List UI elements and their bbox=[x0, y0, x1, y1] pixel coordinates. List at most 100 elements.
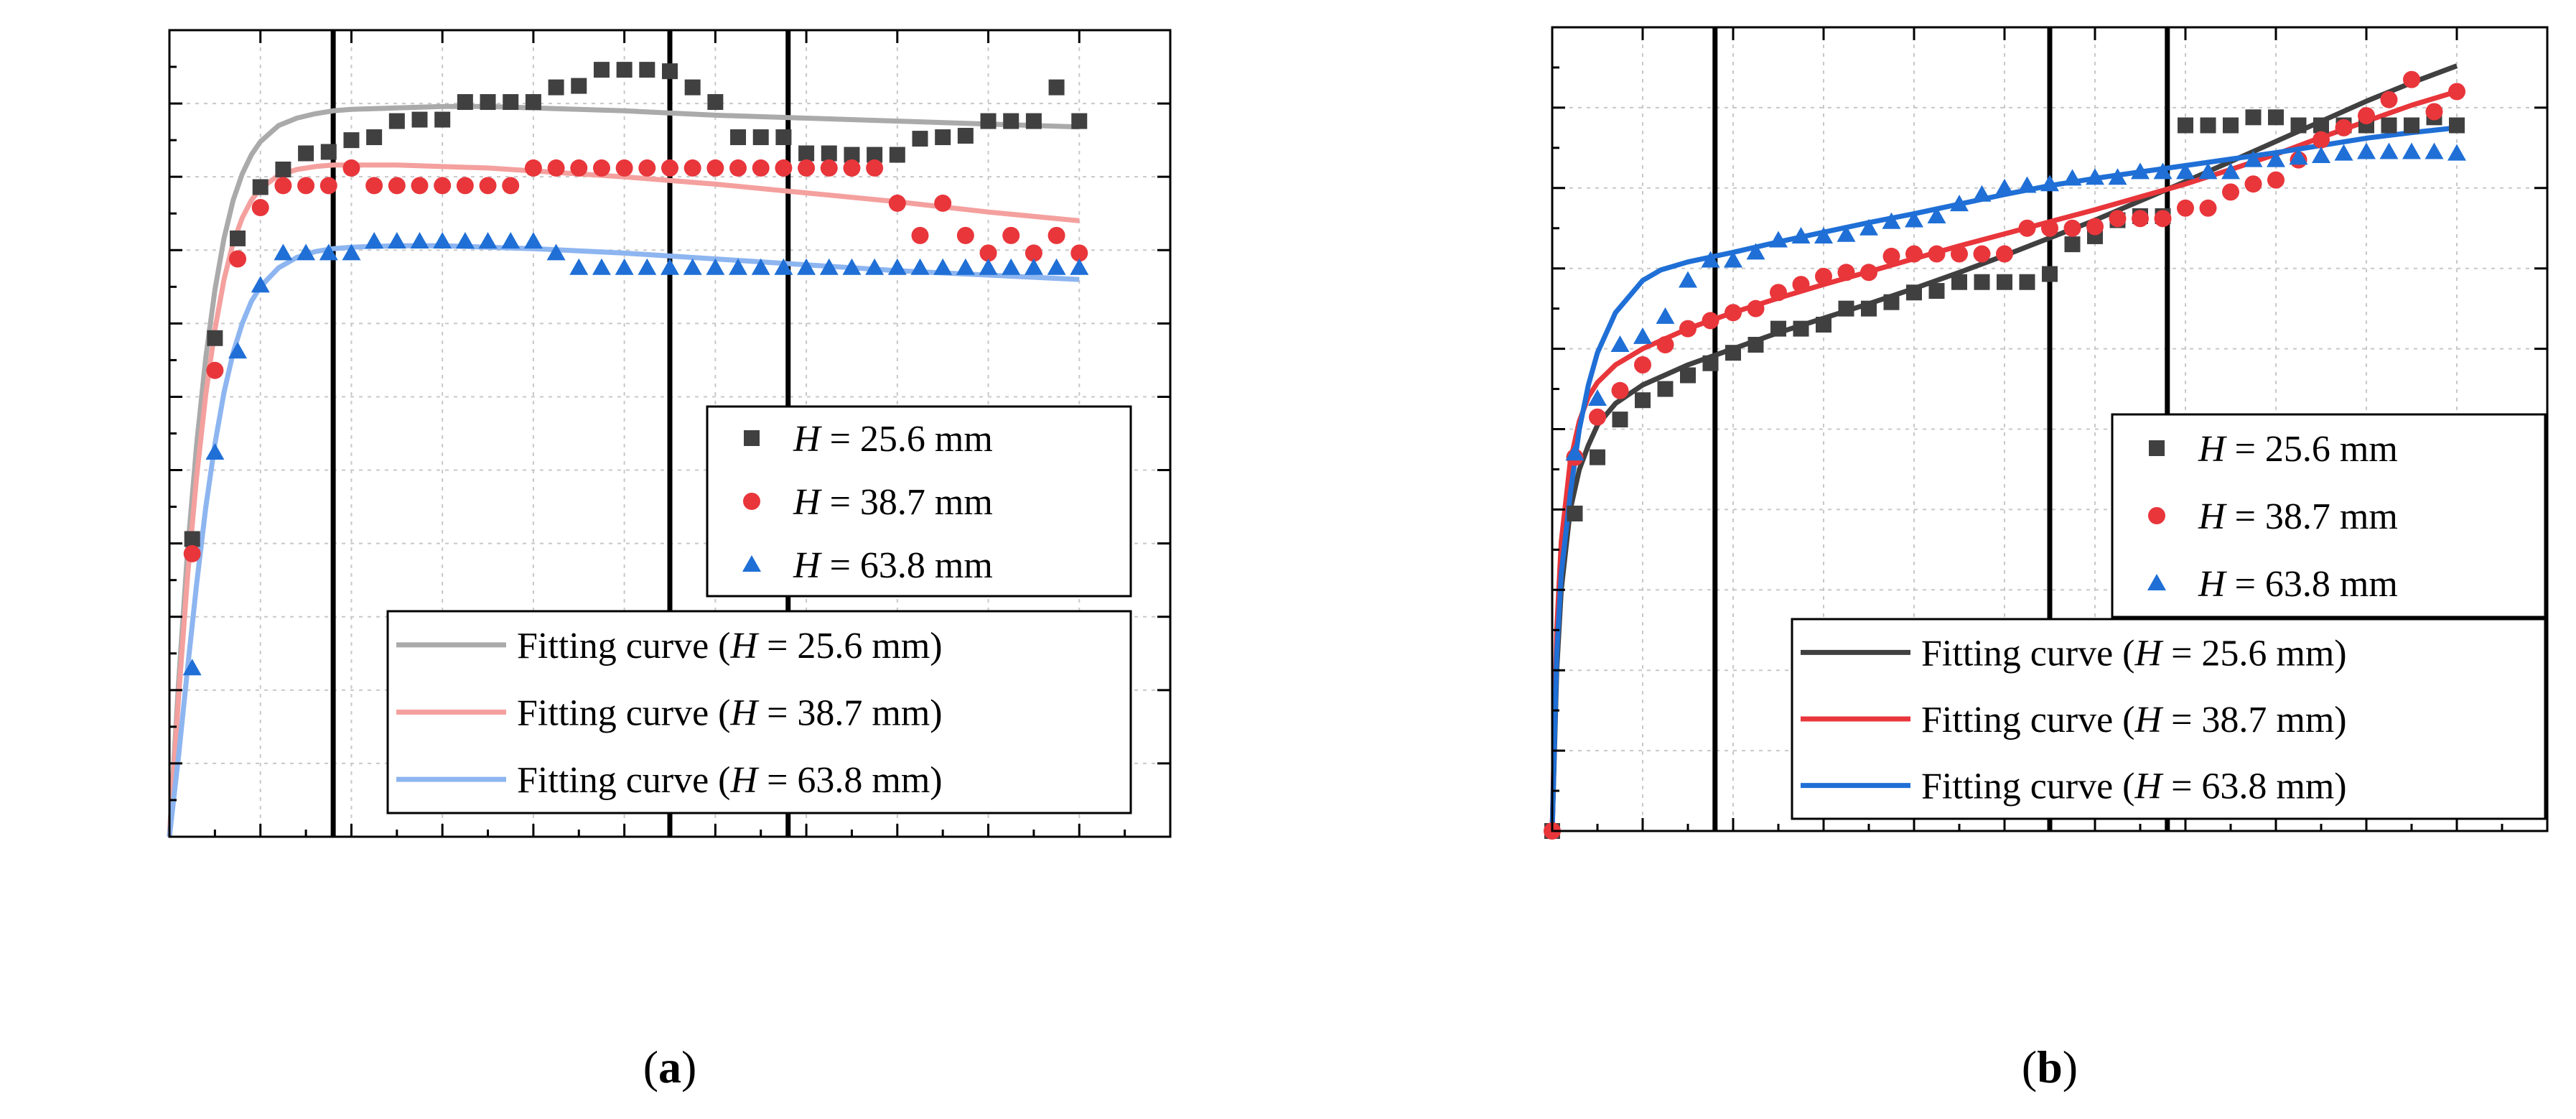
data-point bbox=[956, 226, 974, 244]
data-point bbox=[935, 129, 951, 146]
data-point bbox=[1951, 274, 1967, 290]
data-point bbox=[1995, 178, 2014, 195]
data-point bbox=[207, 330, 223, 346]
data-point bbox=[342, 243, 361, 261]
data-point bbox=[365, 232, 384, 249]
data-point bbox=[366, 129, 383, 146]
data-point bbox=[184, 531, 200, 547]
data-point bbox=[206, 361, 224, 379]
legend-label: Fitting curve (H = 25.6 mm) bbox=[1921, 633, 2347, 674]
data-point bbox=[1882, 212, 1901, 229]
data-point bbox=[1906, 284, 1922, 301]
data-point bbox=[1002, 258, 1021, 275]
data-point bbox=[1814, 226, 1833, 243]
data-point bbox=[228, 342, 248, 359]
data-point bbox=[2063, 219, 2081, 237]
data-point bbox=[2335, 119, 2353, 136]
data-point bbox=[1024, 258, 1043, 275]
data-point bbox=[957, 128, 974, 144]
data-point bbox=[979, 258, 998, 275]
data-point bbox=[2379, 142, 2399, 159]
data-point bbox=[410, 232, 429, 249]
data-point bbox=[2221, 162, 2240, 180]
data-point bbox=[593, 62, 610, 78]
legend-label: Fitting curve (H = 63.8 mm) bbox=[1921, 766, 2347, 807]
data-point bbox=[1610, 335, 1630, 353]
data-point bbox=[1746, 243, 1765, 260]
data-point bbox=[707, 94, 724, 111]
data-point bbox=[2063, 169, 2082, 186]
legend-marker-3 bbox=[742, 555, 761, 572]
data-point bbox=[1816, 317, 1831, 333]
data-point bbox=[411, 111, 428, 128]
data-point bbox=[1950, 195, 1969, 212]
data-point bbox=[684, 79, 701, 96]
data-point bbox=[1770, 320, 1786, 337]
data-point bbox=[2381, 117, 2397, 134]
data-point bbox=[525, 94, 541, 111]
data-point bbox=[2086, 168, 2104, 185]
data-point bbox=[2086, 218, 2104, 236]
data-point bbox=[569, 258, 589, 275]
data-point bbox=[1973, 245, 1991, 263]
data-point bbox=[729, 159, 747, 177]
data-point bbox=[2245, 109, 2262, 126]
data-point bbox=[319, 177, 337, 195]
data-point bbox=[820, 159, 838, 177]
data-point bbox=[752, 129, 769, 146]
data-point bbox=[297, 243, 316, 261]
data-point bbox=[2153, 162, 2173, 180]
data-point bbox=[2109, 210, 2127, 228]
data-point bbox=[1679, 271, 1697, 288]
data-point bbox=[1951, 245, 1968, 263]
data-point bbox=[1815, 267, 1832, 285]
data-point bbox=[1589, 408, 1606, 426]
data-point bbox=[2177, 199, 2194, 217]
data-point bbox=[1633, 327, 1652, 344]
data-point bbox=[1972, 185, 1992, 202]
data-point bbox=[1883, 294, 1900, 310]
data-point bbox=[205, 443, 225, 460]
data-point bbox=[1071, 113, 1088, 129]
data-point bbox=[2042, 266, 2058, 282]
data-point bbox=[2176, 162, 2195, 180]
data-point bbox=[523, 232, 543, 249]
data-point bbox=[1047, 258, 1066, 275]
data-point bbox=[2178, 117, 2193, 134]
data-point bbox=[2154, 210, 2172, 228]
data-point bbox=[2312, 147, 2330, 164]
data-point bbox=[706, 258, 725, 275]
data-point bbox=[1747, 300, 1765, 317]
data-point bbox=[2222, 183, 2239, 201]
series-2 bbox=[183, 159, 1088, 562]
legend-marker-2 bbox=[743, 493, 760, 510]
data-point bbox=[547, 159, 565, 177]
data-point bbox=[821, 145, 837, 162]
data-point bbox=[1861, 300, 1877, 317]
data-point bbox=[615, 159, 633, 177]
data-point bbox=[1860, 264, 1877, 282]
legend-label: H = 63.8 mm bbox=[793, 545, 993, 586]
data-point bbox=[1838, 300, 1854, 317]
data-point bbox=[662, 63, 678, 80]
data-point bbox=[2404, 117, 2419, 134]
data-point bbox=[1724, 251, 1742, 268]
data-point bbox=[2108, 168, 2127, 185]
data-point bbox=[2425, 142, 2444, 159]
data-point bbox=[2403, 70, 2420, 88]
data-point bbox=[2267, 150, 2285, 167]
legend-markers: H = 25.6 mm H = 38.7 mm H = 63.8 mm bbox=[706, 405, 1132, 598]
data-point bbox=[887, 258, 907, 275]
data-point bbox=[2334, 144, 2353, 161]
data-point bbox=[275, 161, 291, 177]
chart-panel-b: H = 25.6 mm H = 38.7 mm H = 63.8 mm Fitting… bbox=[1544, 26, 2549, 1092]
data-point bbox=[1656, 307, 1675, 324]
legend-fits: Fitting curve (H = 25.6 mm) Fitting curve… bbox=[386, 610, 1132, 814]
data-point bbox=[1567, 505, 1583, 521]
data-point bbox=[1025, 244, 1042, 262]
data-point bbox=[889, 147, 905, 163]
series-3 bbox=[1565, 142, 2466, 461]
legend-label: H = 38.7 mm bbox=[793, 482, 993, 523]
data-point bbox=[478, 232, 498, 249]
